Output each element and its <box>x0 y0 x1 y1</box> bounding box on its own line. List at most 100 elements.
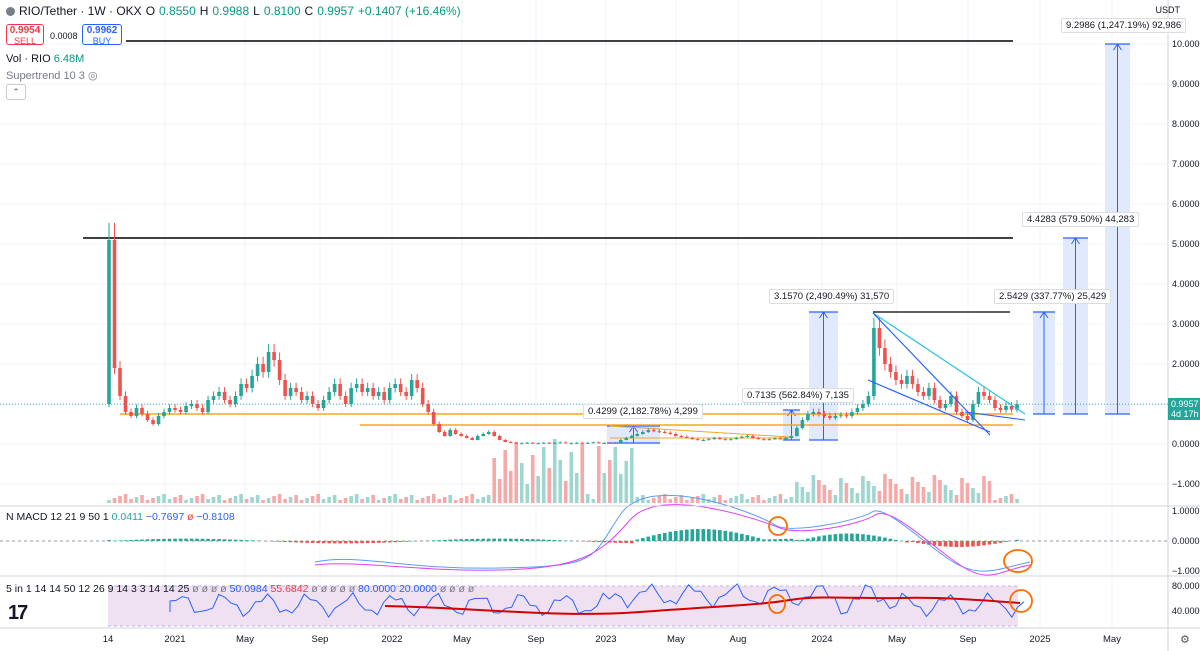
collapse-legend-button[interactable]: ⌃ <box>6 84 26 100</box>
candle-body <box>470 438 474 440</box>
macd-histogram-bar <box>921 541 926 544</box>
macd-histogram-bar <box>965 541 970 547</box>
macd-legend[interactable]: N MACD 12 21 9 50 1 0.0411 −0.7697 ø −0.… <box>6 511 235 523</box>
candle-body <box>784 438 788 440</box>
macd-histogram-bar <box>817 536 821 541</box>
macd-histogram-bar <box>475 538 480 541</box>
volume-bar <box>283 499 287 503</box>
buy-button[interactable]: 0.9962 BUY <box>82 24 122 46</box>
volume-bar <box>696 496 700 503</box>
macd-histogram-bar <box>525 539 530 541</box>
candle-body <box>492 432 497 436</box>
volume-bar <box>745 499 750 503</box>
symbol-title[interactable]: RIO/Tether · 1W · OKX <box>19 4 142 18</box>
macd-histogram-bar <box>195 538 199 541</box>
candle-body <box>371 388 375 396</box>
volume-bar <box>338 500 342 503</box>
time-axis[interactable]: 14 2021 May Sep 2022 May Sep 2023 May Aug 2024 May S… <box>103 633 1190 646</box>
annotation-target-4[interactable]: 2.5429 (337.77%) 25,429 <box>994 289 1112 304</box>
candle-body <box>162 412 166 416</box>
candle-body <box>778 438 783 440</box>
candle-body <box>222 392 227 400</box>
tradingview-logo-icon[interactable]: 17 <box>8 602 28 624</box>
macd-histogram-bar <box>228 539 232 541</box>
macd-histogram-bar <box>343 541 348 544</box>
candle-body <box>255 364 260 376</box>
highlight-circle <box>768 516 788 536</box>
candle-body <box>729 439 733 441</box>
candle-body <box>866 396 871 404</box>
annotation-target-3[interactable]: 3.1570 (2,490.49%) 31,570 <box>769 289 895 304</box>
candle-body <box>718 438 722 440</box>
candle-body <box>184 406 188 412</box>
volume-bar <box>536 476 541 503</box>
rsi-legend[interactable]: 5 in 1 14 14 50 12 26 9 14 3 3 14 14 25 … <box>6 583 475 595</box>
macd-histogram-bar <box>751 536 755 541</box>
annotation-target-2[interactable]: 4.4283 (579.50%) 44,283 <box>1022 212 1140 227</box>
supertrend-legend[interactable]: Supertrend 10 3 ◎ <box>6 70 98 82</box>
volume-bar <box>894 484 898 503</box>
macd-histogram-bar <box>624 541 629 544</box>
macd-histogram-bar <box>756 537 761 541</box>
candle-body <box>217 392 221 396</box>
volume-bar <box>140 495 144 503</box>
volume-bar <box>156 496 161 503</box>
volume-bar <box>844 483 849 503</box>
candle-body <box>233 396 238 404</box>
macd-histogram-bar <box>613 541 618 543</box>
candle-body <box>916 384 920 392</box>
candle-body <box>657 431 662 433</box>
sell-button[interactable]: 0.9954 SELL <box>6 24 44 46</box>
candle-body <box>756 438 761 440</box>
candle-body <box>976 392 981 404</box>
macd-histogram-bar <box>894 539 898 541</box>
annotation-target-5[interactable]: 0.7135 (562.84%) 7,135 <box>742 388 854 403</box>
volume-bar <box>806 492 810 503</box>
horizontal-levels[interactable] <box>83 40 1013 439</box>
macd-histogram-bar <box>233 539 238 541</box>
currency-label[interactable]: USDT <box>1155 5 1181 15</box>
macd-histogram-bar <box>206 538 210 541</box>
macd-histogram-bar <box>519 538 524 541</box>
trendlines[interactable] <box>867 312 1026 436</box>
candle-body <box>646 430 651 432</box>
candle-body <box>398 384 403 392</box>
volume-bar <box>431 494 436 503</box>
macd-histogram-bar <box>382 541 386 543</box>
macd-histogram-bar <box>877 536 882 541</box>
candle-body <box>519 443 524 445</box>
change-value: +0.1407 (+16.46%) <box>357 4 461 18</box>
time-tick-label: 2025 <box>1029 634 1050 645</box>
volume-bar <box>387 496 392 503</box>
macd-histogram-bar <box>844 533 849 541</box>
candle-body <box>409 380 414 396</box>
candle-body <box>833 416 838 418</box>
volume-bar <box>382 498 386 503</box>
volume-legend[interactable]: Vol · RIO 6.48M <box>6 53 85 65</box>
volume-bar <box>426 496 430 503</box>
price-tick-label: 0.0000 <box>1172 439 1200 449</box>
macd-histogram-bar <box>690 529 695 541</box>
macd-histogram-bar <box>448 539 452 541</box>
macd-histogram-bar <box>607 541 612 543</box>
candle-body <box>272 352 276 360</box>
volume-bar <box>580 444 585 503</box>
candle-body <box>596 442 601 444</box>
macd-histogram-bar <box>184 538 188 541</box>
price-axis[interactable]: 10.0000 9.0000 8.0000 7.0000 6.0000 5.0000 4.0… <box>0 39 1200 616</box>
candle-body <box>349 388 353 404</box>
volume-bar <box>591 499 596 503</box>
macd-histogram-bar <box>839 533 843 541</box>
macd-histogram-bar <box>976 541 981 546</box>
macd-histogram-bar <box>162 538 166 541</box>
candle-body <box>299 392 304 400</box>
volume-bar <box>629 448 634 503</box>
candle-body <box>250 376 254 388</box>
annotation-target-1[interactable]: 9.2986 (1,247.19%) 92,986 <box>1061 18 1187 33</box>
annotation-target-6[interactable]: 0.4299 (2,182.78%) 4,299 <box>583 404 703 419</box>
open-value: 0.8550 <box>159 4 196 18</box>
volume-bar <box>305 498 309 503</box>
eye-hidden-icon[interactable]: ◎ <box>87 70 98 82</box>
